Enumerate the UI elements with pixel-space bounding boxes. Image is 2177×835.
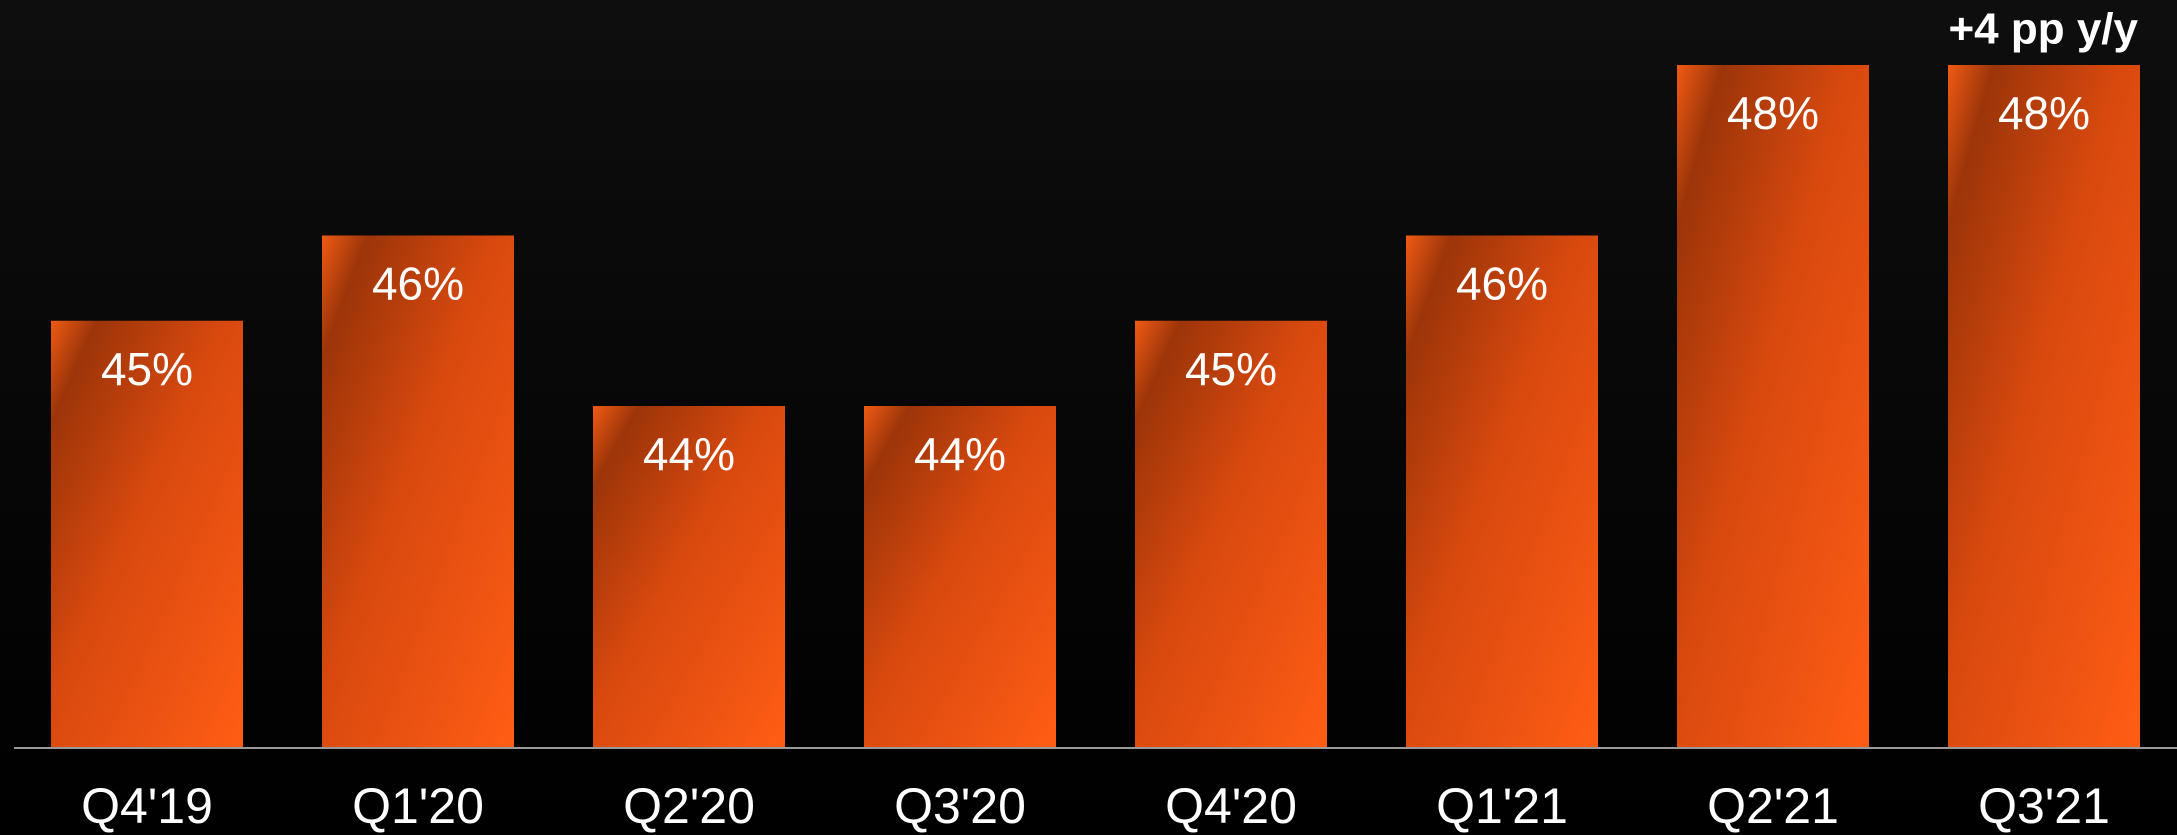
bar <box>51 320 243 747</box>
value-label: 48% <box>1998 87 2090 139</box>
value-label: 44% <box>914 428 1006 480</box>
value-label: 48% <box>1727 87 1819 139</box>
bar <box>322 235 514 747</box>
bar <box>1406 235 1598 747</box>
bar <box>864 406 1056 747</box>
value-label: 44% <box>643 428 735 480</box>
value-label: 46% <box>372 258 464 310</box>
bar <box>1135 320 1327 747</box>
bar <box>1948 65 2140 747</box>
x-tick-label: Q2'21 <box>1707 778 1839 834</box>
x-tick-label: Q3'21 <box>1978 778 2110 834</box>
annotation: +4 pp y/y <box>1948 5 2138 54</box>
x-tick-label: Q4'19 <box>81 778 213 834</box>
bar <box>1677 65 1869 747</box>
x-tick-label: Q2'20 <box>623 778 755 834</box>
value-label: 45% <box>1185 343 1277 395</box>
value-label: 45% <box>101 343 193 395</box>
x-tick-label: Q3'20 <box>894 778 1026 834</box>
x-tick-label: Q1'21 <box>1436 778 1568 834</box>
bar <box>593 406 785 747</box>
x-tick-label: Q1'20 <box>352 778 484 834</box>
value-label: 46% <box>1456 258 1548 310</box>
x-tick-label: Q4'20 <box>1165 778 1297 834</box>
